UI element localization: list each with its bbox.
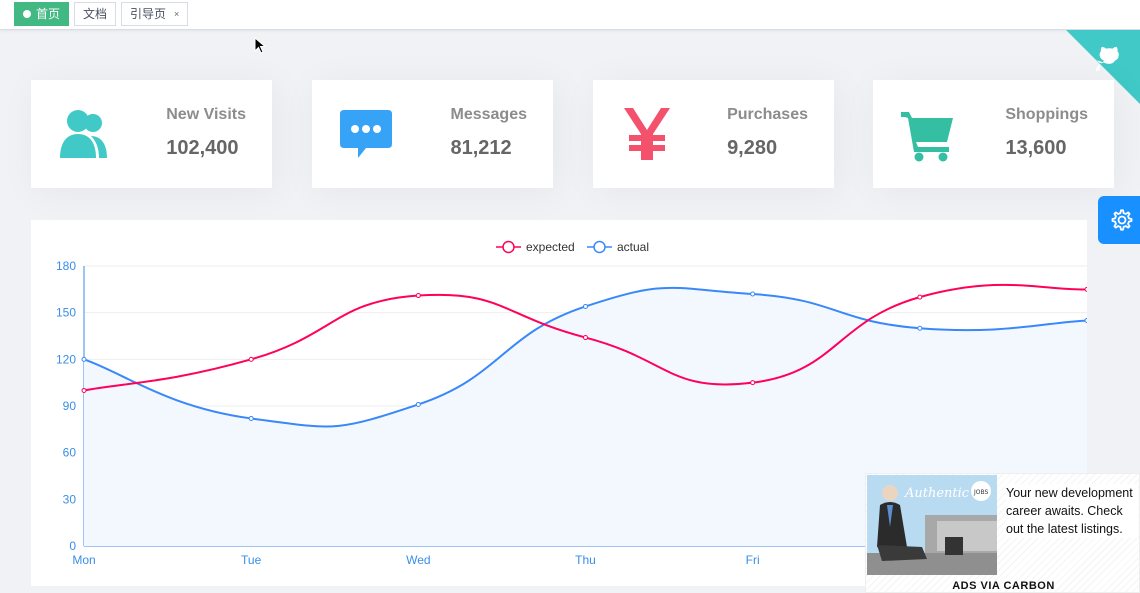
data-point-actual (1084, 317, 1087, 323)
card-value: 102,400 (166, 137, 239, 159)
ad-image-badge: JOBS (973, 489, 989, 496)
tag-home-label: 首页 (36, 7, 61, 21)
message-icon (340, 110, 392, 158)
x-tick-label: Wed (406, 553, 430, 567)
data-point-expected (415, 293, 421, 299)
y-tick-label: 90 (63, 399, 77, 413)
y-tick-label: 30 (63, 492, 77, 506)
legend-label-expected: expected (526, 240, 575, 254)
card-messages[interactable]: Messages 81,212 (312, 80, 553, 188)
card-value: 9,280 (727, 137, 778, 159)
card-text: New Visits 102,400 (166, 106, 246, 158)
y-tick-label: 60 (63, 446, 77, 460)
y-tick-label: 150 (56, 306, 76, 320)
active-dot-icon (23, 10, 31, 18)
ad-powered-by[interactable]: ADS VIA CARBON (952, 580, 1055, 592)
tag-home[interactable]: 首页 (14, 2, 70, 26)
card-text: Messages 81,212 (451, 106, 528, 158)
card-label: New Visits (166, 106, 246, 123)
card-purchases[interactable]: Purchases 9,280 (593, 80, 834, 188)
card-value: 81,212 (450, 137, 512, 159)
data-point-actual (750, 291, 756, 297)
data-point-actual (583, 303, 588, 309)
data-point-actual (917, 325, 923, 331)
data-point-actual (248, 415, 254, 421)
tag-documentation[interactable]: 文档 (74, 2, 117, 26)
data-point-expected (750, 380, 756, 386)
tags-view-bar: 首页 文档 引导页 × (0, 0, 1140, 30)
ad-illustration: Authentic JOBS (867, 475, 997, 575)
data-point-expected (248, 356, 254, 362)
y-tick-label: 120 (56, 352, 76, 366)
settings-button[interactable] (1098, 196, 1140, 244)
tag-guide-label: 引导页 (130, 7, 167, 21)
card-value: 13,600 (1005, 137, 1067, 159)
data-point-expected (917, 294, 923, 300)
carbon-ad[interactable]: Authentic JOBS Your new development care… (865, 473, 1140, 593)
data-point-expected (583, 335, 588, 341)
card-shoppings[interactable]: Shoppings 13,600 (873, 80, 1114, 188)
series-area-actual (84, 287, 1087, 546)
card-label: Shoppings (1005, 106, 1088, 123)
card-text: Shoppings 13,600 (1005, 106, 1088, 158)
peoples-icon (60, 110, 107, 158)
github-corner-icon[interactable] (1066, 30, 1140, 104)
legend-marker-expected (502, 240, 515, 254)
data-point-expected (81, 387, 87, 393)
tag-documentation-label: 文档 (83, 7, 108, 21)
money-icon (624, 108, 670, 160)
data-point-actual (415, 401, 421, 407)
card-text: Purchases 9,280 (727, 106, 808, 158)
data-point-actual (81, 356, 87, 362)
ad-image[interactable]: Authentic JOBS (867, 475, 997, 575)
card-label: Messages (450, 106, 528, 123)
y-tick-label: 0 (69, 539, 76, 553)
ad-image-lettering: Authentic (904, 486, 970, 501)
shopping-cart-icon (901, 112, 953, 162)
ad-text[interactable]: Your new development career awaits. Chec… (1006, 484, 1138, 538)
data-point-expected (1084, 286, 1087, 292)
gear-icon (1111, 209, 1133, 231)
card-label: Purchases (727, 106, 808, 123)
tag-guide[interactable]: 引导页 × (121, 2, 189, 26)
x-tick-label: Fri (746, 553, 760, 567)
card-new-visits[interactable]: New Visits 102,400 (31, 80, 272, 188)
x-tick-label: Mon (72, 553, 95, 567)
legend-label-actual: actual (617, 240, 649, 254)
close-icon[interactable]: × (174, 9, 180, 19)
x-tick-label: Tue (241, 553, 262, 567)
line-chart: 0306090120150180MonTueWedThuFriSatSunexp… (56, 240, 1087, 567)
mouse-cursor-icon (254, 37, 266, 54)
y-tick-label: 180 (56, 259, 76, 273)
legend-marker-actual (593, 240, 606, 254)
x-tick-label: Thu (575, 553, 596, 567)
